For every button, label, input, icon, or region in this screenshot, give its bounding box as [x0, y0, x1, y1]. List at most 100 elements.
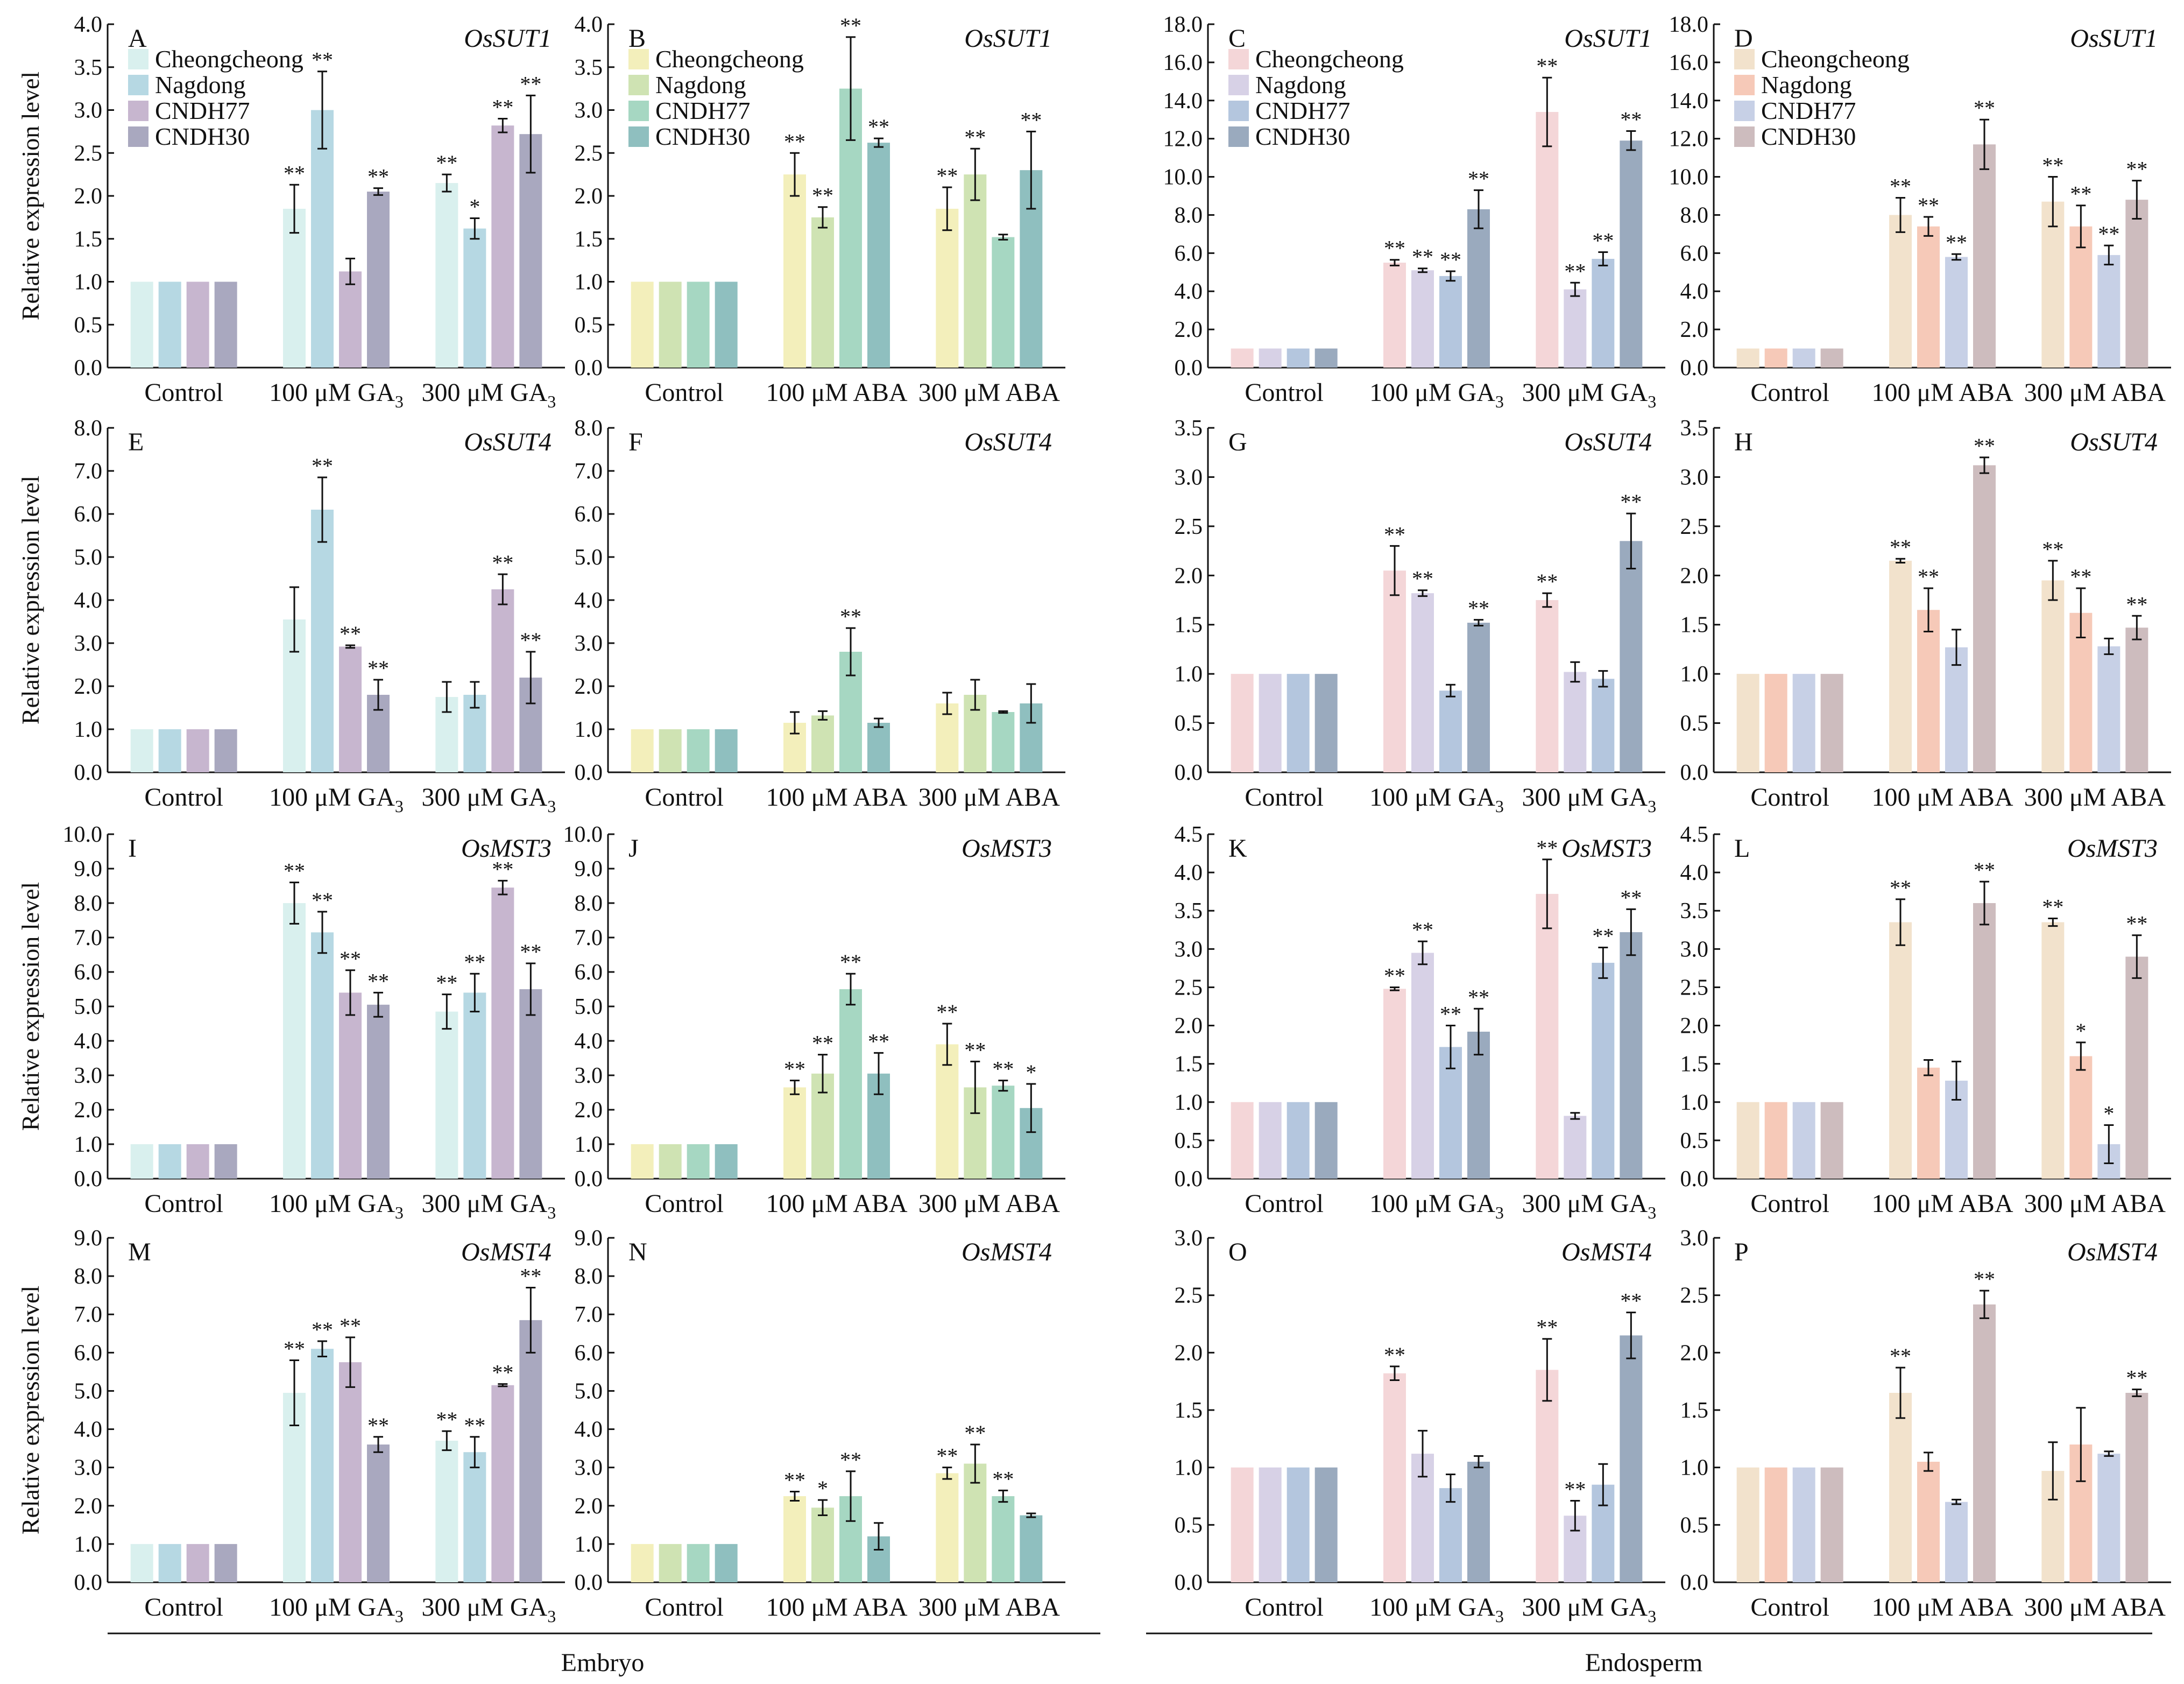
y-tick-label-B: 2.5: [575, 141, 603, 166]
significance-mark-K: **: [1592, 924, 1614, 948]
bar-A-0-0: [130, 281, 153, 368]
bar-B-1-1: [811, 217, 834, 368]
legend-swatch-A: [128, 75, 149, 95]
y-tick-label-J: 1.0: [575, 1132, 603, 1157]
embryo-group-label: Embryo: [561, 1648, 645, 1677]
gene-title-K: OsMST3: [1561, 834, 1652, 863]
category-label-K: 300 μM GA3: [1522, 1189, 1656, 1222]
category-label-M: 100 μM GA3: [269, 1593, 404, 1626]
category-label-G: 100 μM GA3: [1369, 783, 1504, 816]
bar-E-0-0: [130, 729, 153, 772]
bar-A-2-0: [435, 183, 458, 368]
category-label-G: 300 μM GA3: [1522, 783, 1656, 816]
bar-P-0-3: [1820, 1467, 1843, 1582]
bar-G-0-0: [1231, 674, 1254, 772]
bar-I-2-3: [519, 989, 542, 1179]
chart-panel-D: 0.0 2.0 4.0 6.0 8.0 10.0 12.0 14.0 16.0 18.0 D OsSU…: [1669, 12, 2171, 407]
category-label-A: Control: [144, 378, 223, 407]
legend-swatch-B: [628, 75, 649, 95]
bar-A-0-3: [214, 281, 237, 368]
legend-swatch-B: [628, 49, 649, 69]
bar-C-1-1: [1411, 270, 1434, 368]
panels: 0.0 0.5 1.0 1.5 2.0 2.5 3.0 3.5 4.0 Relative expr…: [17, 12, 2171, 1626]
legend-swatch-D: [1734, 49, 1755, 69]
bar-H-2-0: [2041, 580, 2065, 772]
significance-mark-D: **: [1918, 193, 1939, 217]
y-tick-label-B: 3.0: [575, 98, 603, 123]
significance-mark-C: **: [1440, 248, 1461, 272]
significance-mark-D: **: [1890, 174, 1911, 199]
y-tick-label-J: 10.0: [563, 822, 603, 847]
significance-mark-N: **: [964, 1421, 986, 1445]
legend-label-B: Nagdong: [655, 71, 746, 98]
category-label-A: 100 μM GA3: [269, 378, 404, 411]
y-tick-label-J: 8.0: [575, 891, 603, 916]
bar-C-1-3: [1467, 209, 1490, 368]
category-label-D: 100 μM ABA: [1871, 378, 2013, 407]
bar-D-2-0: [2041, 201, 2065, 368]
bar-L-1-0: [1889, 922, 1912, 1179]
y-tick-label-D: 18.0: [1669, 12, 1709, 37]
gene-title-D: OsSUT1: [2070, 24, 2158, 53]
significance-mark-J: *: [1026, 1060, 1036, 1084]
panel-letter-A: A: [128, 24, 147, 53]
bar-K-0-2: [1287, 1102, 1310, 1179]
y-tick-label-C: 4.0: [1175, 279, 1203, 304]
significance-mark-I: **: [520, 940, 541, 964]
bar-J-0-3: [715, 1144, 738, 1179]
bar-L-0-2: [1792, 1102, 1815, 1179]
category-label-L: Control: [1750, 1189, 1829, 1218]
y-tick-label-N: 7.0: [575, 1302, 603, 1327]
y-tick-label-E: 3.0: [74, 631, 103, 656]
bar-I-0-2: [186, 1144, 209, 1179]
category-label-O: Control: [1245, 1593, 1324, 1622]
bar-D-0-3: [1820, 348, 1843, 368]
panel-letter-P: P: [1734, 1238, 1749, 1266]
y-tick-label-K: 3.5: [1175, 899, 1203, 924]
category-label-E: 300 μM GA3: [421, 783, 556, 816]
bar-L-2-0: [2041, 922, 2065, 1179]
legend-label-A: Cheongcheong: [155, 45, 303, 73]
significance-mark-O: **: [1384, 1343, 1405, 1367]
y-tick-label-A: 1.0: [74, 270, 103, 295]
legend-label-A: CNDH30: [155, 123, 250, 150]
significance-mark-C: **: [1384, 236, 1405, 260]
y-tick-label-C: 8.0: [1175, 203, 1203, 228]
y-tick-label-M: 9.0: [74, 1226, 103, 1251]
significance-mark-P: **: [1890, 1344, 1911, 1368]
bar-B-2-1: [964, 174, 987, 368]
bar-E-0-3: [214, 729, 237, 772]
y-tick-label-N: 1.0: [575, 1532, 603, 1557]
bar-C-0-3: [1314, 348, 1338, 368]
y-tick-label-L: 1.0: [1680, 1090, 1709, 1115]
y-tick-label-D: 2.0: [1680, 318, 1709, 342]
bar-B-1-0: [783, 174, 806, 368]
chart-panel-M: 0.0 1.0 2.0 3.0 4.0 5.0 6.0 7.0 8.0 9.0 Relative e…: [17, 1226, 565, 1626]
y-tick-label-J: 9.0: [575, 857, 603, 882]
y-tick-label-B: 1.0: [575, 270, 603, 295]
category-label-I: 100 μM GA3: [269, 1189, 404, 1222]
y-tick-label-E: 5.0: [74, 545, 103, 570]
y-tick-label-I: 2.0: [74, 1098, 103, 1123]
gene-title-L: OsMST3: [2067, 834, 2158, 863]
category-label-E: 100 μM GA3: [269, 783, 404, 816]
y-tick-label-C: 16.0: [1163, 51, 1203, 75]
y-tick-label-H: 1.0: [1680, 662, 1709, 687]
chart-panel-H: 0.0 0.5 1.0 1.5 2.0 2.5 3.0 3.5 H OsSUT4 Control **…: [1680, 416, 2171, 812]
y-tick-label-H: 3.5: [1680, 416, 1709, 441]
chart-panel-C: 0.0 2.0 4.0 6.0 8.0 10.0 12.0 14.0 16.0 18.0 C OsSU…: [1163, 12, 1665, 411]
y-tick-label-L: 3.5: [1680, 899, 1709, 924]
legend-label-C: Nagdong: [1255, 71, 1346, 98]
bar-J-1-0: [783, 1087, 806, 1179]
y-tick-label-K: 2.5: [1175, 975, 1203, 1000]
significance-mark-L: **: [2042, 894, 2063, 919]
bar-M-0-2: [186, 1544, 209, 1582]
bar-E-2-2: [491, 589, 514, 772]
significance-mark-C: **: [1468, 166, 1489, 191]
y-tick-label-C: 12.0: [1163, 127, 1203, 152]
bar-D-0-2: [1792, 348, 1815, 368]
y-tick-label-P: 2.5: [1680, 1284, 1709, 1308]
significance-mark-F: **: [840, 604, 861, 629]
category-label-J: 300 μM ABA: [918, 1189, 1060, 1218]
